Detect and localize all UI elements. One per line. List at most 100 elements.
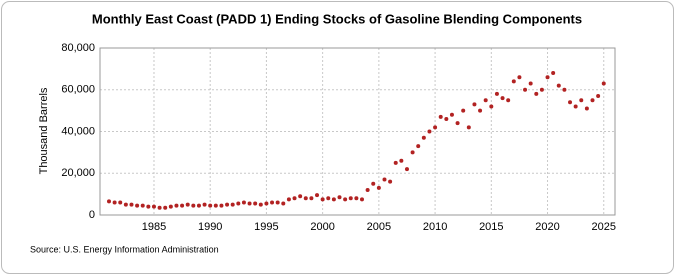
point: [219, 203, 224, 208]
point: [478, 108, 483, 113]
point: [140, 203, 145, 208]
point: [466, 125, 471, 130]
point: [174, 203, 179, 208]
x-tick-label: 2025: [592, 221, 616, 233]
point: [264, 201, 269, 206]
point: [258, 202, 263, 207]
point: [393, 160, 398, 165]
point: [517, 75, 522, 80]
point: [118, 200, 123, 205]
point: [286, 197, 291, 202]
point: [528, 81, 533, 86]
point: [590, 98, 595, 103]
plot-area: [99, 47, 616, 216]
point: [247, 201, 252, 206]
point: [337, 195, 342, 200]
point: [568, 100, 573, 105]
x-tick-label: 2020: [535, 221, 559, 233]
point: [202, 202, 207, 207]
point: [455, 121, 460, 126]
point: [326, 196, 331, 201]
point: [196, 203, 201, 208]
point: [168, 204, 173, 209]
point: [483, 98, 488, 103]
point: [191, 203, 196, 208]
point: [500, 96, 505, 101]
point: [320, 197, 325, 202]
point: [382, 177, 387, 182]
y-tick-label: 80,000: [61, 42, 95, 54]
point: [404, 167, 409, 172]
point: [472, 102, 477, 107]
point: [427, 129, 432, 134]
point: [213, 203, 218, 208]
point: [579, 98, 584, 103]
point: [601, 81, 606, 86]
point: [596, 94, 601, 99]
point: [359, 197, 364, 202]
point: [399, 158, 404, 163]
point: [354, 196, 359, 201]
x-tick-label: 2005: [367, 221, 391, 233]
point: [270, 200, 275, 205]
point: [556, 83, 561, 88]
point: [534, 91, 539, 96]
point: [506, 98, 511, 103]
point: [230, 202, 235, 207]
point: [573, 104, 578, 109]
point: [449, 112, 454, 117]
point: [275, 200, 280, 205]
point: [185, 202, 190, 207]
point: [123, 202, 128, 207]
x-tick-label: 1985: [142, 221, 166, 233]
frame: [1, 1, 674, 274]
point: [163, 205, 168, 210]
point: [343, 197, 348, 202]
point: [129, 202, 134, 207]
y-tick-label: 20,000: [61, 167, 95, 179]
y-tick-label: 40,000: [61, 125, 95, 137]
point: [494, 91, 499, 96]
point: [281, 201, 286, 206]
point: [410, 150, 415, 155]
point: [241, 200, 246, 205]
point: [292, 196, 297, 201]
x-tick-label: 1995: [254, 221, 278, 233]
point: [309, 196, 314, 201]
point: [433, 125, 438, 130]
point: [151, 204, 156, 209]
source: Source: U.S. Energy Information Administ…: [30, 244, 219, 254]
point: [444, 116, 449, 121]
point: [112, 200, 117, 205]
point: [438, 114, 443, 119]
point: [562, 87, 567, 92]
point: [584, 106, 589, 111]
y-tick-label: 0: [89, 209, 95, 221]
point: [376, 185, 381, 190]
point: [208, 203, 213, 208]
point: [416, 144, 421, 149]
point: [236, 201, 241, 206]
point: [225, 202, 230, 207]
x-tick-label: 1990: [198, 221, 222, 233]
chart-title: Monthly East Coast (PADD 1) Ending Stock…: [92, 11, 582, 26]
point: [511, 79, 516, 84]
point: [180, 203, 185, 208]
point: [461, 108, 466, 113]
point: [489, 104, 494, 109]
point: [298, 194, 303, 199]
point: [331, 197, 336, 202]
y-tick-label: 60,000: [61, 84, 95, 96]
point: [371, 181, 376, 186]
y-axis-label: Thousand Barrels: [38, 87, 50, 174]
point: [523, 87, 528, 92]
point: [253, 201, 258, 206]
x-tick-label: 2010: [423, 221, 447, 233]
point: [539, 87, 544, 92]
x-tick-label: 2000: [310, 221, 334, 233]
point: [157, 205, 162, 210]
x-tick-label: 2015: [479, 221, 503, 233]
point: [348, 196, 353, 201]
point: [545, 75, 550, 80]
point: [315, 193, 320, 198]
